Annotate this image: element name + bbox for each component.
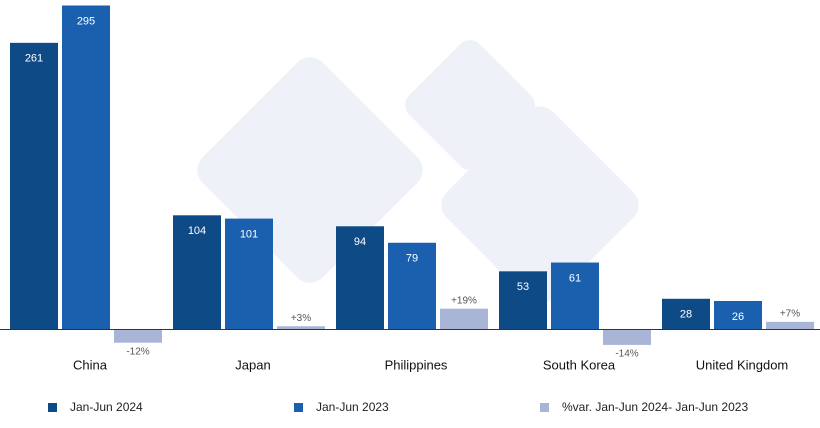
bar [10, 42, 58, 330]
data-label: +3% [291, 313, 311, 324]
data-label: +7% [780, 308, 800, 319]
x-tick-label: China [73, 357, 108, 372]
data-label: 28 [680, 309, 692, 321]
data-label: 53 [517, 281, 529, 293]
legend-marker [294, 403, 303, 412]
x-tick-label: Philippines [385, 357, 448, 372]
data-label: 101 [240, 229, 258, 241]
data-label: +19% [451, 295, 477, 306]
bar [766, 321, 814, 330]
bar [440, 308, 488, 330]
data-label: 94 [354, 236, 366, 248]
bar [114, 329, 162, 343]
x-tick-label: United Kingdom [696, 357, 789, 372]
bar [336, 226, 384, 330]
data-label: -12% [126, 346, 149, 357]
bar [62, 5, 110, 330]
data-label: 79 [406, 253, 418, 265]
legend-marker [48, 403, 57, 412]
data-label: 295 [77, 15, 95, 27]
bar [277, 326, 325, 330]
x-tick-label: South Korea [543, 357, 616, 372]
bar [603, 329, 651, 345]
bar [225, 218, 273, 330]
legend-label: Jan-Jun 2024 [70, 400, 143, 414]
data-label: -14% [615, 349, 638, 360]
data-label: 104 [188, 225, 206, 237]
bar [173, 215, 221, 330]
bar [551, 262, 599, 330]
x-tick-label: Japan [235, 357, 270, 372]
legend-marker [540, 403, 549, 412]
bar [388, 242, 436, 330]
data-label: 26 [732, 311, 744, 323]
bar [499, 271, 547, 330]
legend-label: %var. Jan-Jun 2024- Jan-Jun 2023 [562, 400, 748, 414]
bar [662, 298, 710, 330]
data-label: 61 [569, 272, 581, 284]
legend-label: Jan-Jun 2023 [316, 400, 389, 414]
data-label: 261 [25, 53, 43, 65]
bar [714, 300, 762, 330]
